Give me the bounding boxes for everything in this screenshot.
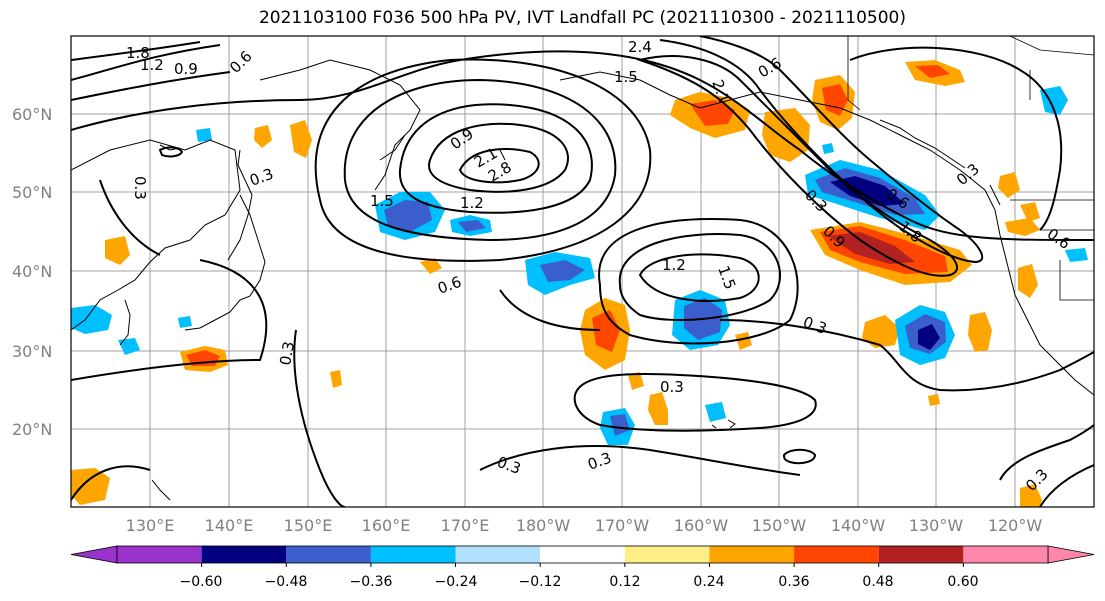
contour-label: 1.5 <box>614 68 638 86</box>
colorbar-cell <box>878 546 964 563</box>
colorbar-ticks <box>201 563 964 567</box>
lon-label: 160°W <box>674 516 729 535</box>
lon-label: 150°W <box>752 516 807 535</box>
lat-label: 50°N <box>12 183 52 202</box>
colorbar-cell <box>963 546 1048 563</box>
colorbar-label: 0.36 <box>778 574 809 590</box>
lat-labels: 60°N 50°N 40°N 30°N 20°N <box>12 105 52 439</box>
colorbar-label: −0.60 <box>180 574 223 590</box>
lon-labels: 130°E 140°E 150°E 160°E 170°E 180°W 170°… <box>126 516 1043 535</box>
contour-label: 1.2 <box>662 256 686 274</box>
contour-label: 0.9 <box>174 60 198 78</box>
colorbar-cell <box>455 546 541 563</box>
colorbar-cell <box>117 546 202 563</box>
colorbar-label: −0.12 <box>519 574 562 590</box>
colorbar-cell <box>624 546 710 563</box>
contour-label: 1.8 <box>126 44 150 62</box>
colorbar: −0.60 −0.48 −0.36 −0.24 −0.12 0.12 0.24 … <box>70 545 1095 590</box>
colorbar-frame <box>116 545 1049 564</box>
colorbar-label: 0.48 <box>862 574 893 590</box>
colorbar-cell <box>286 546 371 563</box>
lon-label: 140°W <box>831 516 886 535</box>
colorbar-label: 0.24 <box>693 574 724 590</box>
lat-label: 20°N <box>12 420 52 439</box>
colorbar-label: −0.36 <box>350 574 393 590</box>
lon-label: 140°E <box>205 516 254 535</box>
pv-contours <box>71 36 1094 507</box>
lon-label: 130°E <box>126 516 175 535</box>
contour-label: 1.2 <box>140 56 164 74</box>
colorbar-cell <box>794 546 879 563</box>
lon-label: 130°W <box>909 516 964 535</box>
map-frame <box>70 35 1095 508</box>
colorbar-label: −0.24 <box>435 574 478 590</box>
contour-label: 1.2 <box>460 194 484 212</box>
contour-label: 0.3 <box>276 340 298 367</box>
colorbar-cell <box>709 546 795 563</box>
lat-label: 30°N <box>12 342 52 361</box>
contour-label: 1.5 <box>370 192 394 210</box>
map-area: 1.8 1.2 0.9 0.6 2.4 1.5 2.1 0.6 0.9 2.1 … <box>71 36 1094 507</box>
lat-label: 60°N <box>12 105 52 124</box>
colorbar-label: 0.60 <box>947 574 978 590</box>
map-title: 2021103100 F036 500 hPa PV, IVT Landfall… <box>258 8 906 28</box>
contour-label: 0.3 <box>131 176 149 200</box>
lon-label: 170°E <box>441 516 490 535</box>
colorbar-cell <box>201 546 287 563</box>
colorbar-cell <box>540 546 625 563</box>
lat-label: 40°N <box>12 262 52 281</box>
lon-label: 120°W <box>988 516 1043 535</box>
colorbar-extend-low <box>70 545 118 564</box>
colorbar-label: −0.48 <box>265 574 308 590</box>
borders <box>847 36 1094 301</box>
colorbar-cells <box>70 545 1095 564</box>
lon-label: 150°E <box>284 516 333 535</box>
contour-label: 0.3 <box>660 378 684 396</box>
colorbar-extend-high <box>1047 545 1095 564</box>
colorbar-label: 0.12 <box>609 574 640 590</box>
colorbar-cell <box>370 546 456 563</box>
lon-label: 160°E <box>362 516 411 535</box>
gridlines <box>71 36 1094 507</box>
lon-label: 170°W <box>595 516 650 535</box>
lon-label: 180°W <box>516 516 571 535</box>
colorbar-labels: −0.60 −0.48 −0.36 −0.24 −0.12 0.12 0.24 … <box>180 574 979 590</box>
contour-label: 2.4 <box>628 38 652 56</box>
